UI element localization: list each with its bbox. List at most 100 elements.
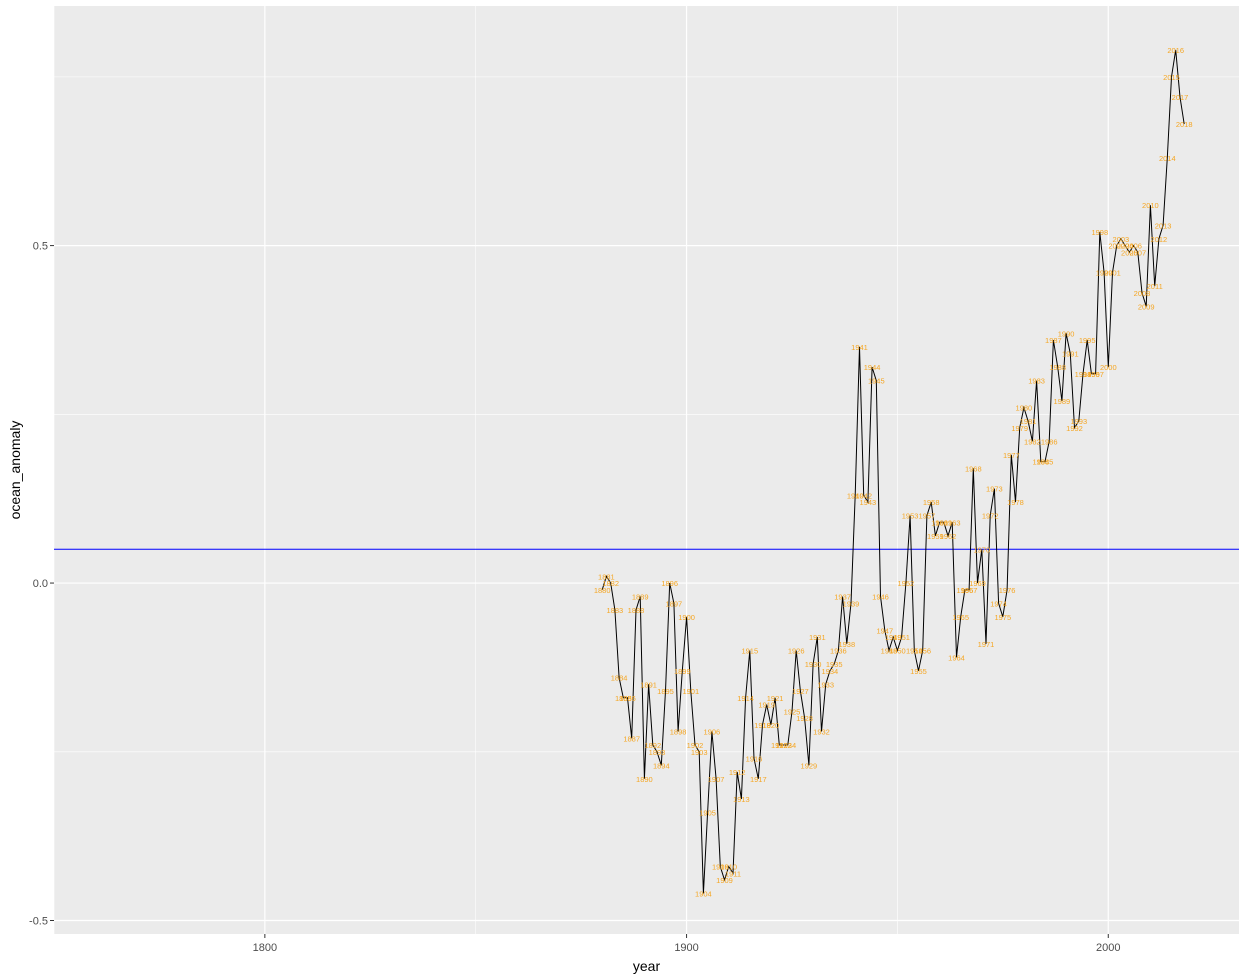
point-label: 1948 xyxy=(881,647,898,656)
point-label: 1951 xyxy=(893,633,910,642)
point-label: 1883 xyxy=(607,606,624,615)
point-label: 1942 xyxy=(855,491,872,500)
point-label: 1909 xyxy=(716,876,733,885)
point-label: 1999 xyxy=(1096,269,1113,278)
point-label: 2014 xyxy=(1159,154,1176,163)
point-label: 1964 xyxy=(948,653,965,662)
point-label: 1885 xyxy=(615,694,632,703)
point-label: 1935 xyxy=(826,660,843,669)
point-label: 1927 xyxy=(792,687,809,696)
point-label: 1915 xyxy=(741,647,758,656)
point-label: 1904 xyxy=(695,890,712,899)
point-label: 1939 xyxy=(843,599,860,608)
point-label: 1889 xyxy=(632,593,649,602)
point-label: 1895 xyxy=(657,687,674,696)
point-label: 2010 xyxy=(1142,201,1159,210)
point-label: 1962 xyxy=(940,532,957,541)
point-label: 2007 xyxy=(1129,248,1146,257)
point-label: 1892 xyxy=(644,741,661,750)
y-tick-label: -0.5 xyxy=(29,916,48,928)
point-label: 2013 xyxy=(1155,221,1172,230)
point-label: 1918 xyxy=(754,721,771,730)
point-label: 1979 xyxy=(1011,424,1028,433)
point-label: 1929 xyxy=(801,761,818,770)
point-label: 1901 xyxy=(682,687,699,696)
point-label: 1924 xyxy=(779,741,796,750)
point-label: 1969 xyxy=(969,579,986,588)
point-label: 1976 xyxy=(999,586,1016,595)
x-axis-ticks: 1800 1900 2000 xyxy=(253,934,1121,954)
point-label: 1967 xyxy=(961,586,978,595)
point-label: 1899 xyxy=(674,667,691,676)
point-label: 1947 xyxy=(876,626,893,635)
point-label: 2005 xyxy=(1121,248,1138,257)
y-tick-label: 0.5 xyxy=(33,241,48,253)
point-label: 1958 xyxy=(923,498,940,507)
point-label: 1952 xyxy=(898,579,915,588)
point-label: 1934 xyxy=(822,667,839,676)
point-label: 1900 xyxy=(678,613,695,622)
point-label: 1950 xyxy=(889,647,906,656)
y-axis-title: ocean_anomaly xyxy=(7,421,23,520)
point-label: 2016 xyxy=(1167,46,1184,55)
point-label: 1973 xyxy=(986,485,1003,494)
point-label: 1968 xyxy=(965,464,982,473)
point-label: 1970 xyxy=(973,545,990,554)
point-label: 1993 xyxy=(1070,417,1087,426)
point-label: 1944 xyxy=(864,363,881,372)
point-label: 1926 xyxy=(788,647,805,656)
point-label: 1972 xyxy=(982,512,999,521)
point-labels: 1880188118821883188418851886188718881889… xyxy=(594,46,1193,899)
point-label: 1982 xyxy=(1024,437,1041,446)
point-label: 1971 xyxy=(978,640,995,649)
point-label: 1957 xyxy=(919,512,936,521)
point-label: 2015 xyxy=(1163,73,1180,82)
point-label: 2018 xyxy=(1176,120,1193,129)
point-label: 1978 xyxy=(1007,498,1024,507)
point-label: 1949 xyxy=(885,633,902,642)
point-label: 1897 xyxy=(666,599,683,608)
point-label: 1894 xyxy=(653,761,670,770)
point-label: 1997 xyxy=(1087,370,1104,379)
point-label: 1902 xyxy=(687,741,704,750)
point-label: 1936 xyxy=(830,647,847,656)
point-label: 1941 xyxy=(851,343,868,352)
point-label: 2001 xyxy=(1104,269,1121,278)
point-label: 1907 xyxy=(708,775,725,784)
point-label: 1932 xyxy=(813,728,830,737)
point-label: 1989 xyxy=(1054,397,1071,406)
point-label: 1975 xyxy=(994,613,1011,622)
point-label: 1930 xyxy=(805,660,822,669)
point-label: 1998 xyxy=(1091,228,1108,237)
point-label: 1891 xyxy=(640,680,657,689)
point-label: 1887 xyxy=(623,734,640,743)
point-label: 1933 xyxy=(817,680,834,689)
point-label: 1981 xyxy=(1020,417,1037,426)
point-label: 1945 xyxy=(868,377,885,386)
point-label: 2011 xyxy=(1147,282,1163,291)
point-label: 1913 xyxy=(733,795,750,804)
point-label: 1991 xyxy=(1062,350,1079,359)
point-label: 1938 xyxy=(838,640,855,649)
point-label: 1987 xyxy=(1045,336,1062,345)
point-label: 1882 xyxy=(602,579,619,588)
point-label: 2008 xyxy=(1134,289,1151,298)
plot-panel xyxy=(54,6,1239,934)
point-label: 1925 xyxy=(784,707,801,716)
point-label: 1884 xyxy=(611,674,628,683)
point-label: 1953 xyxy=(902,512,919,521)
point-label: 1965 xyxy=(952,613,969,622)
point-label: 1890 xyxy=(636,775,653,784)
point-label: 1912 xyxy=(729,768,746,777)
point-label: 2017 xyxy=(1172,93,1189,102)
point-label: 1959 xyxy=(927,532,944,541)
point-label: 2006 xyxy=(1125,242,1142,251)
point-label: 1922 xyxy=(771,741,788,750)
y-tick-label: 0.0 xyxy=(33,578,48,590)
point-label: 1910 xyxy=(720,863,737,872)
point-label: 1920 xyxy=(763,721,780,730)
point-label: 1954 xyxy=(906,647,923,656)
point-label: 1914 xyxy=(737,694,754,703)
point-label: 1961 xyxy=(935,518,952,527)
point-label: 1946 xyxy=(872,593,889,602)
